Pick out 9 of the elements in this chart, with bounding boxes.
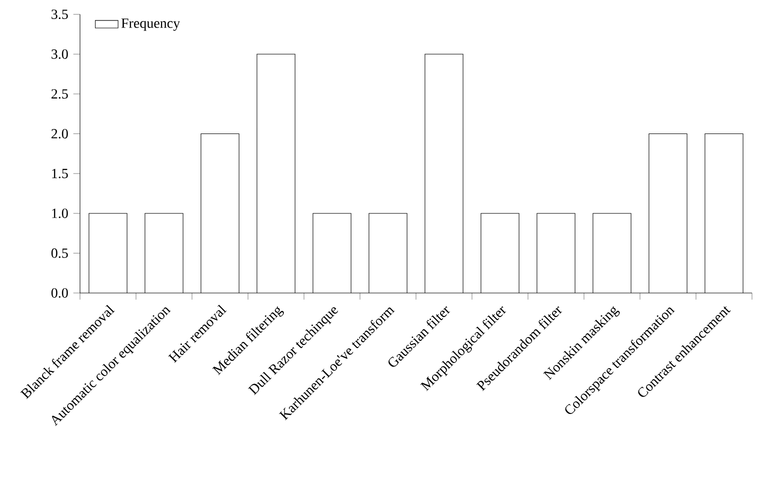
y-tick-label: 2.0 — [52, 129, 68, 138]
y-tick-label: 0.5 — [51, 248, 68, 258]
y-tick-label: 1.5 — [52, 168, 68, 178]
y-tick-label: 2.5 — [52, 89, 68, 99]
legend-label: Frequency — [121, 18, 180, 31]
y-tick-label: 0.0 — [51, 288, 68, 298]
y-tick-label: 3.0 — [52, 49, 68, 59]
y-tick-label: 3.5 — [52, 10, 68, 20]
y-tick-label: 1.0 — [52, 208, 68, 218]
